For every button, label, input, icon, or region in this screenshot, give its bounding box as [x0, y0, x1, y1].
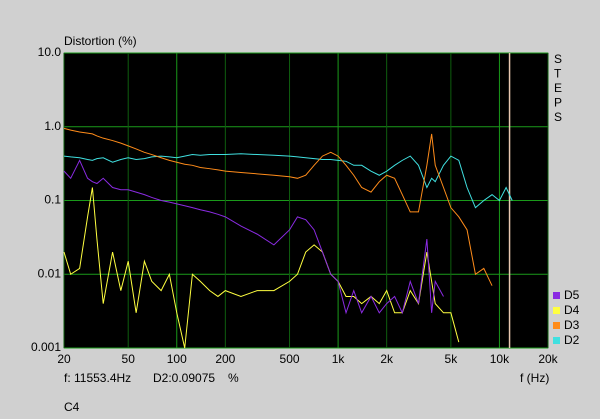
x-tick-label: 20 [57, 352, 71, 366]
x-tick-label: 5k [445, 352, 459, 366]
legend-swatch [553, 307, 560, 314]
legend-swatch [553, 292, 560, 299]
legend-swatch [553, 322, 560, 329]
readout-frequency: f: 11553.4Hz [64, 371, 131, 385]
y-tick-label: 10.0 [38, 45, 62, 59]
series-line [63, 153, 513, 209]
readout-value: D2:0.09075 [153, 371, 215, 385]
x-tick-label: 50 [122, 352, 136, 366]
x-tick-label: 100 [167, 352, 187, 366]
readout-channel: C4 [64, 400, 80, 414]
legend-label: D5 [564, 288, 580, 302]
legend-swatch [553, 337, 560, 344]
series-line [63, 159, 444, 315]
y-tick-label: 0.01 [38, 266, 62, 280]
x-tick-label: 2k [380, 352, 394, 366]
y-tick-label: 0.1 [44, 193, 61, 207]
y-tick-label: 0.001 [31, 340, 61, 354]
x-tick-label: 20k [538, 352, 558, 366]
chart-title: Distortion (%) [64, 34, 137, 48]
legend-label: D3 [564, 318, 580, 332]
x-tick-label: 500 [280, 352, 300, 366]
legend-label: D4 [564, 303, 580, 317]
legend-label: D2 [564, 333, 580, 347]
y-tick-label: 1.0 [44, 119, 61, 133]
series-line [63, 127, 493, 286]
x-tick-label: 10k [490, 352, 510, 366]
x-tick-label: 1k [332, 352, 346, 366]
readout-unit: % [228, 371, 239, 385]
x-tick-label: 200 [215, 352, 235, 366]
x-axis-label: f (Hz) [520, 371, 549, 385]
